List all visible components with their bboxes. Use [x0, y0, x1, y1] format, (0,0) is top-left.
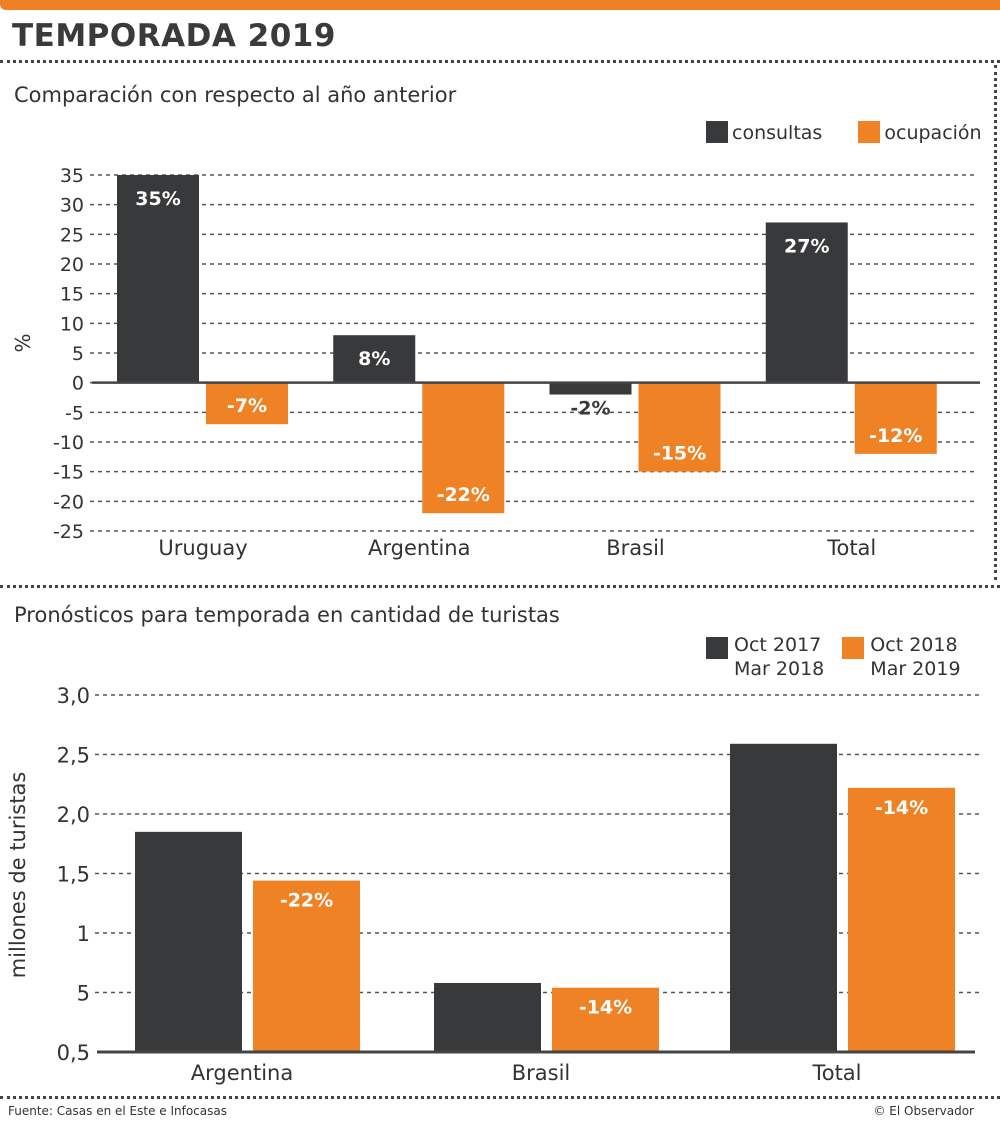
top-accent-bar	[0, 0, 1000, 10]
y-tick-label: 30	[60, 195, 84, 217]
data-label: -14%	[579, 997, 632, 1019]
y-tick-label: 20	[60, 254, 84, 276]
data-label: -22%	[280, 890, 333, 912]
y-tick-label: 25	[60, 224, 84, 246]
data-label: -7%	[227, 395, 267, 417]
x-tick-label: Total	[811, 1061, 861, 1085]
chart1-legend: consultas ocupación	[706, 121, 982, 144]
chart2-plot: 3,0 2,5 2,0 1,5 1 5 0,5 millones de turistas -22…	[6, 684, 980, 1085]
chart1-plot: 35 30 25 20 15 10 5 0 -5 -10 -15 -20 -25% 35% -7% Urugu…	[11, 165, 980, 560]
bar-oct2017-mar2018	[434, 982, 541, 1052]
y-tick-label: 10	[60, 313, 84, 335]
x-tick-label: Argentina	[368, 536, 470, 560]
data-label: -12%	[869, 425, 922, 447]
data-label: -2%	[570, 398, 610, 420]
y-tick-label: 1	[77, 922, 90, 946]
bar-consultas	[765, 222, 848, 383]
legend-swatch-orange	[858, 121, 881, 143]
legend-item-2018: Oct 2018 Mar 2019	[842, 633, 961, 681]
chart2-title: Pronósticos para temporada en cantidad d…	[14, 603, 560, 627]
y-tick-label: 2,5	[57, 744, 90, 768]
y-tick-label: -5	[65, 402, 84, 424]
legend-item-2017: Oct 2017 Mar 2018	[706, 633, 824, 681]
y-tick-label: 5	[72, 343, 84, 365]
data-label: 35%	[135, 188, 180, 210]
chart1-right-border	[994, 65, 997, 580]
y-tick-label: -20	[53, 491, 84, 513]
data-label: 8%	[358, 348, 390, 370]
y-axis-label: %	[11, 333, 35, 352]
y-axis-label: millones de turistas	[6, 772, 30, 979]
bar-ocupación	[422, 382, 505, 514]
bar-oct2018-mar2019	[848, 787, 955, 1052]
chart2-legend: Oct 2017 Mar 2018 Oct 2018 Mar 2019	[706, 633, 961, 681]
x-tick-label: Brasil	[512, 1061, 571, 1085]
section-divider	[0, 60, 1000, 63]
y-tick-label: 3,0	[57, 684, 90, 708]
legend-item-consultas: consultas	[706, 121, 822, 144]
y-tick-label: 2,0	[57, 803, 90, 827]
bar-oct2018-mar2019	[253, 880, 360, 1052]
bar-oct2018-mar2019	[552, 987, 659, 1052]
bar-ocupación	[206, 382, 288, 425]
legend-item-ocupacion: ocupación	[858, 121, 982, 144]
page-title: TEMPORADA 2019	[12, 18, 336, 54]
credit-note: © El Observador	[873, 1104, 974, 1118]
legend-swatch-dark	[706, 637, 728, 659]
y-tick-label: 1,5	[57, 863, 90, 887]
data-label: 27%	[784, 235, 829, 257]
legend-swatch-dark	[706, 121, 728, 143]
data-label: -15%	[653, 443, 706, 465]
y-tick-label: 35	[60, 165, 84, 187]
chart1-title: Comparación con respecto al año anterior	[14, 83, 457, 107]
x-tick-label: Total	[826, 536, 876, 560]
bar-oct2017-mar2018	[135, 831, 242, 1052]
source-note: Fuente: Casas en el Este e Infocasas	[8, 1104, 227, 1118]
footer-divider	[0, 1096, 1000, 1099]
legend-swatch-orange	[842, 637, 865, 659]
y-tick-label: 15	[60, 284, 84, 306]
x-tick-label: Argentina	[191, 1061, 293, 1085]
y-tick-label: -10	[53, 432, 84, 454]
bar-consultas	[333, 335, 416, 383]
section-divider-2	[0, 585, 1000, 588]
bar-ocupación	[854, 382, 937, 454]
y-tick-label: 0,5	[57, 1041, 90, 1065]
y-tick-label: -25	[53, 521, 84, 543]
bar-consultas	[549, 382, 632, 395]
y-tick-label: -15	[53, 462, 84, 484]
y-tick-label: 5	[77, 982, 90, 1006]
data-label: -14%	[875, 797, 928, 819]
bar-consultas	[117, 175, 199, 383]
x-tick-label: Uruguay	[158, 536, 247, 560]
bar-ocupación	[638, 382, 721, 472]
y-tick-label: 0	[72, 373, 84, 395]
x-tick-label: Brasil	[606, 536, 665, 560]
data-label: -22%	[437, 484, 490, 506]
bar-oct2017-mar2018	[730, 743, 837, 1052]
